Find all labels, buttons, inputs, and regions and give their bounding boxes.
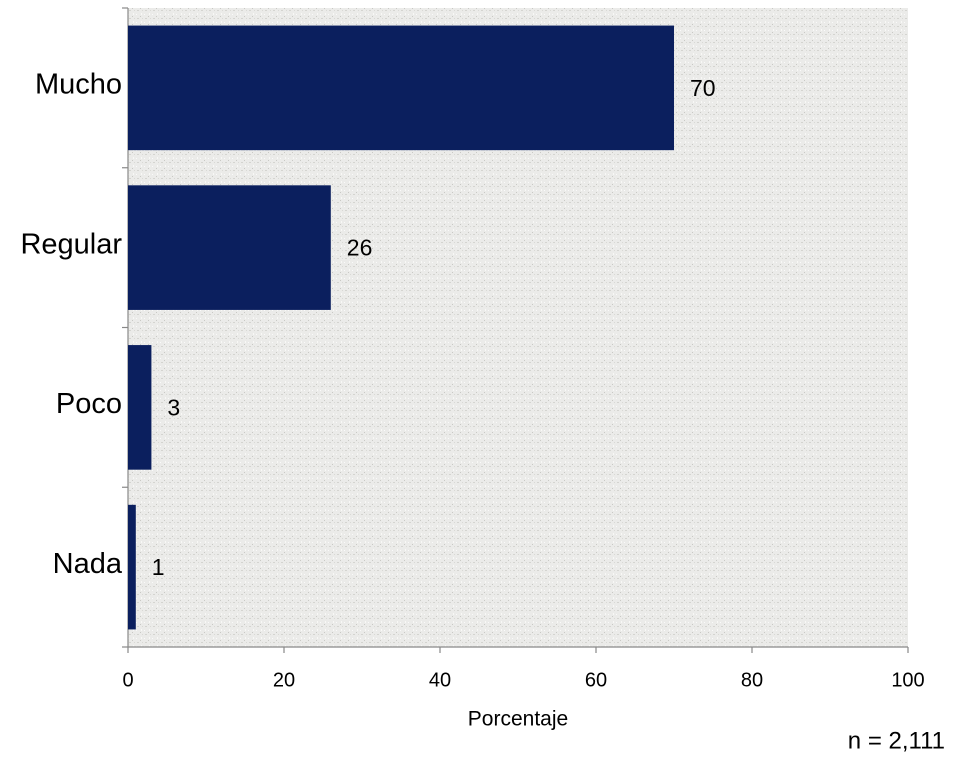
value-label: 3	[167, 394, 180, 420]
x-tick-label: 100	[891, 669, 924, 691]
bar	[128, 185, 331, 310]
x-tick-label: 0	[122, 669, 133, 691]
value-label: 1	[152, 554, 165, 580]
value-label: 70	[690, 75, 716, 101]
bar	[128, 504, 136, 630]
sample-size-note: n = 2,111	[848, 727, 945, 754]
x-axis-label: Porcentaje	[468, 708, 568, 731]
x-tick-label: 20	[273, 669, 295, 691]
bar	[128, 345, 152, 470]
x-tick-label: 60	[585, 669, 607, 691]
y-tick-label: Mucho	[35, 69, 122, 101]
x-tick-label: 80	[741, 669, 763, 691]
y-tick-label: Regular	[20, 228, 122, 260]
y-tick-label: Poco	[56, 388, 122, 420]
bar	[128, 25, 674, 151]
value-label: 26	[347, 235, 373, 261]
x-tick-label: 40	[429, 669, 451, 691]
y-tick-label: Nada	[53, 548, 123, 580]
